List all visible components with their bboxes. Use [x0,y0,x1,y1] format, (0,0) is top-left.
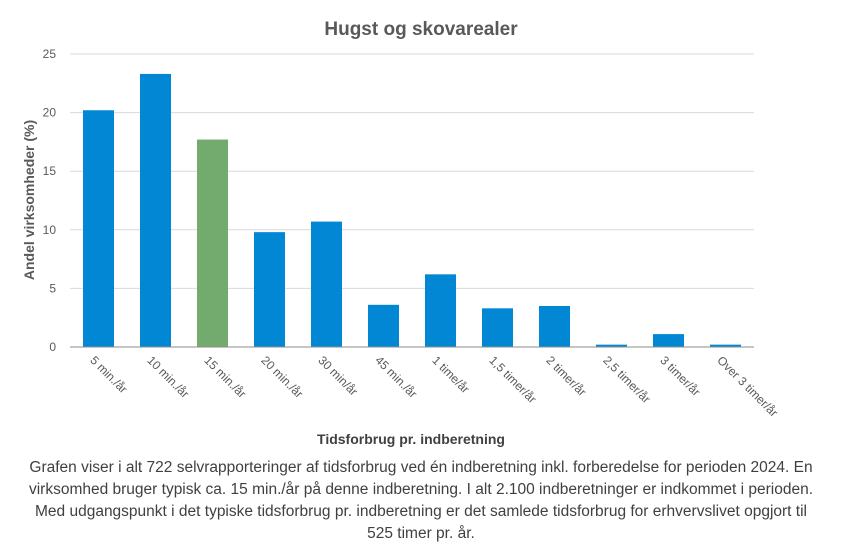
x-tick-label: 45 min./år [372,353,420,401]
bar [83,110,114,347]
bar [425,274,456,347]
y-tick-label: 10 [43,223,57,237]
x-tick-label: 30 min/år [315,353,360,398]
x-tick-label: 3 timer/år [657,353,703,399]
bar [311,221,342,347]
bar [368,304,399,347]
x-tick-label: 5 min./år [87,353,130,396]
x-tick-label: 10 min./år [144,353,192,401]
bar [539,305,570,347]
gridlines [70,53,754,289]
x-tick-label: 2,5 timer/år [600,353,653,406]
y-axis-tick-labels: 0 5 10 15 20 25 [43,47,57,354]
y-tick-label: 20 [43,106,57,120]
bar [197,139,228,347]
y-tick-label: 25 [43,47,57,61]
bars [83,73,741,347]
bar [653,334,684,347]
x-axis-label: Tidsforbrug pr. indberetning [317,431,505,447]
x-tick-label: Over 3 timer/år [714,353,780,419]
bar [482,308,513,347]
x-tick-label: 20 min./år [258,353,306,401]
bar [596,344,627,347]
y-axis-label: Andel virksomheder (%) [21,120,37,280]
x-tick-label: 1,5 timer/år [486,353,539,406]
x-tick-label: 2 timer/år [543,353,589,399]
x-tick-label: 1 time/år [429,353,472,396]
chart-title: Hugst og skovarealer [324,19,518,40]
y-tick-label: 15 [43,164,57,178]
chart-caption: Grafen viser i alt 722 selvrapporteringe… [28,459,814,542]
bar [254,232,285,347]
x-axis-tick-labels: 5 min./år 10 min./år 15 min./år 20 min./år 3… [87,353,780,419]
bar [140,73,171,347]
bar [710,344,741,347]
x-tick-label: 15 min./år [201,353,249,401]
y-tick-label: 0 [49,340,56,354]
y-tick-label: 5 [49,281,56,295]
